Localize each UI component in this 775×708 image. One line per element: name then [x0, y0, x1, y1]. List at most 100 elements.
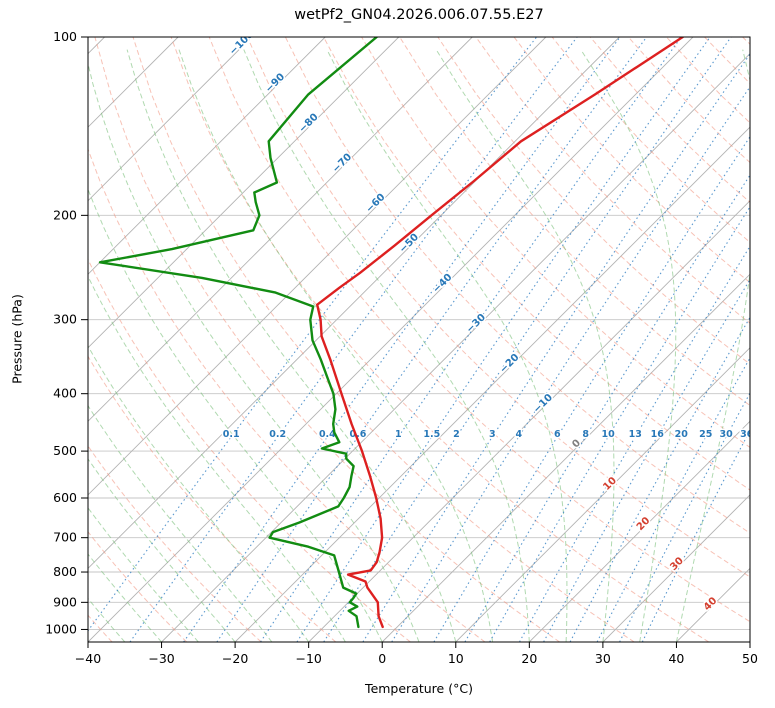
x-axis-label: Temperature (°C) — [365, 681, 473, 696]
y-tick-label: 700 — [53, 530, 77, 545]
mixing-ratio-line — [362, 53, 750, 642]
dry-adiabat-line — [742, 37, 750, 45]
mixing-ratio-label: 8 — [582, 429, 589, 440]
moist-adiabat-line — [88, 345, 310, 642]
dry-adiabat-line — [246, 37, 750, 578]
mixing-ratio-label: 13 — [629, 429, 642, 440]
dry-adiabat-line — [589, 37, 750, 203]
mixing-ratio-line — [433, 135, 750, 642]
chart-title: wetPf2_GN04.2026.006.07.55.E27 — [294, 7, 544, 23]
mixing-ratio-label: 0.1 — [223, 429, 240, 440]
y-tick-label: 400 — [53, 386, 77, 401]
mixing-ratio-line — [183, 37, 621, 642]
mixing-ratio-line — [641, 429, 750, 642]
dry-adiabat-line — [513, 37, 750, 284]
y-tick-label: 300 — [53, 312, 77, 327]
dewpoint-curve — [98, 37, 378, 629]
moist-adiabat-line — [675, 49, 750, 642]
mixing-ratio-line — [323, 37, 732, 642]
isotherm-line — [234, 126, 750, 642]
isotherm-line — [676, 567, 750, 642]
isotherm-line — [161, 52, 750, 642]
x-tick-label: 30 — [595, 651, 611, 666]
dry-adiabat-line — [88, 258, 411, 642]
mixing-ratio-label: 30 — [719, 429, 733, 440]
moist-adiabat-line — [88, 458, 236, 642]
plot-area: −100−90−80−70−60−50−40−30−20−10010203040… — [88, 37, 750, 642]
mixing-ratio-line — [129, 37, 578, 642]
isotherm-line — [88, 37, 253, 202]
y-tick-label: 500 — [53, 443, 77, 458]
y-axis-label: Pressure (hPa) — [9, 294, 25, 384]
isotherm-label: −20 — [498, 352, 522, 376]
dry-adiabat-line — [284, 37, 750, 534]
dry-adiabat-line — [475, 37, 750, 324]
isotherm-line — [602, 494, 750, 642]
isotherm-label: 30 — [668, 555, 686, 573]
x-tick-label: 0 — [378, 651, 386, 666]
mixing-ratio-line — [519, 245, 750, 642]
mixing-ratio-line — [569, 316, 750, 642]
dry-adiabat-line — [437, 37, 750, 365]
isotherm-line — [88, 37, 400, 349]
mixing-ratio-label: 0.2 — [269, 429, 286, 440]
mixing-ratio-line — [391, 85, 750, 642]
dry-adiabat-line — [88, 445, 262, 642]
mixing-ratio-line — [216, 37, 648, 642]
mixing-ratio-line — [543, 278, 750, 642]
isotherm-line — [749, 641, 750, 642]
dry-adiabat-line — [94, 37, 560, 642]
isotherm-line — [88, 37, 547, 496]
isotherm-line — [528, 420, 750, 642]
mixing-ratio-line — [489, 205, 750, 642]
moist-adiabat-line — [88, 61, 420, 642]
moist-adiabat-line — [326, 49, 568, 642]
mixing-ratio-label: 0.4 — [319, 429, 336, 440]
isotherm-line — [88, 37, 473, 422]
dry-adiabat-line — [323, 37, 750, 491]
x-tick-label: −10 — [295, 651, 321, 666]
mixing-ratio-label: 4 — [515, 429, 522, 440]
mixing-ratio-label: 16 — [651, 429, 665, 440]
mixing-ratio-label: 3 — [489, 429, 496, 440]
isotherm-label: −80 — [297, 112, 321, 136]
mixing-ratio-label: 20 — [675, 429, 689, 440]
moist-adiabat-line — [88, 188, 383, 642]
isotherm-label: 20 — [635, 515, 653, 533]
mixing-ratio-label: 6 — [554, 429, 561, 440]
isotherm-label: 0 — [570, 438, 583, 451]
dry-adiabat-line — [627, 37, 750, 164]
dry-adiabat-line — [170, 37, 710, 642]
y-tick-label: 100 — [53, 29, 77, 44]
isotherm-line — [88, 37, 694, 642]
mixing-ratio-label: 2 — [453, 429, 460, 440]
x-tick-label: −40 — [75, 651, 101, 666]
dry-adiabat-line — [132, 37, 635, 642]
x-tick-label: 20 — [521, 651, 537, 666]
temperature-curve — [316, 37, 684, 629]
plot-frame — [87, 36, 751, 643]
dry-adiabat-line — [704, 37, 750, 85]
x-tick-label: −30 — [148, 651, 174, 666]
dry-adiabat-line — [399, 37, 750, 407]
isotherm-line — [88, 37, 326, 275]
isotherm-label: −90 — [264, 72, 288, 96]
y-tick-label: 800 — [53, 564, 77, 579]
dry-adiabat-line — [88, 355, 337, 642]
moist-adiabat-line — [88, 507, 199, 642]
mixing-ratio-line — [260, 37, 682, 642]
isotherm-line — [88, 37, 620, 570]
x-tick-label: 40 — [668, 651, 684, 666]
moist-adiabat-line — [88, 275, 346, 642]
isotherm-label: −50 — [398, 232, 422, 256]
dry-adiabat-line — [88, 147, 486, 642]
x-tick-label: 10 — [448, 651, 464, 666]
dry-adiabat-line — [551, 37, 750, 243]
y-tick-label: 600 — [53, 490, 77, 505]
y-tick-label: 200 — [53, 207, 77, 222]
isotherm-line — [455, 347, 750, 642]
mixing-ratio-label: 25 — [699, 429, 712, 440]
isotherm-line — [88, 37, 179, 128]
